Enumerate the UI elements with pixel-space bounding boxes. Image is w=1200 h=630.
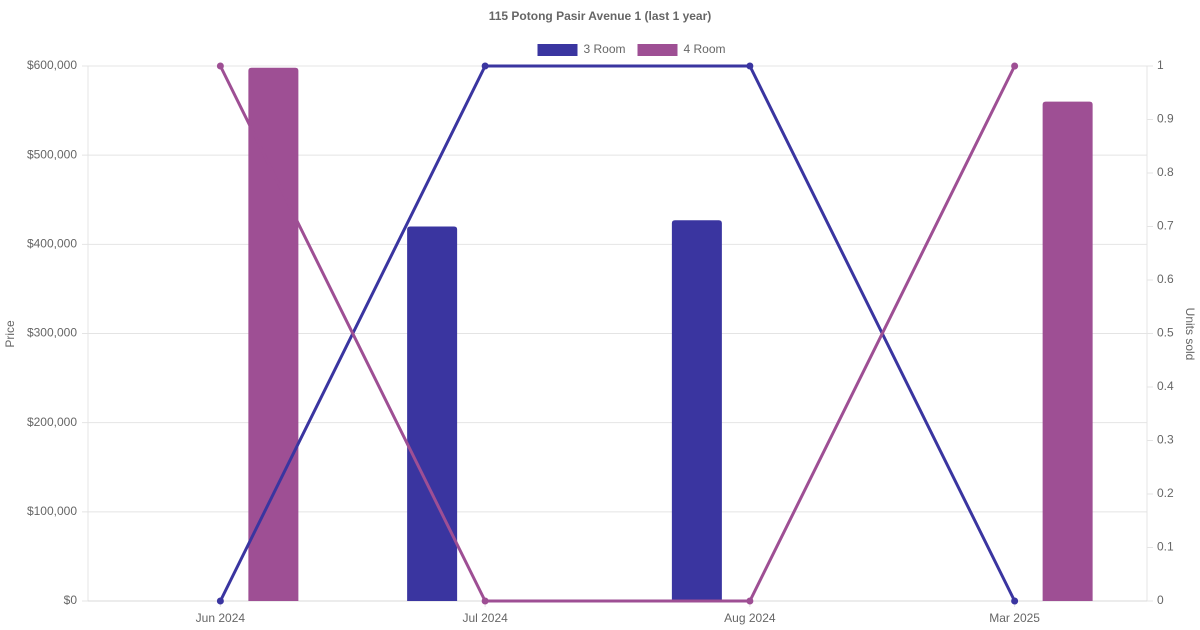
y-tick-label: $300,000: [27, 326, 77, 340]
y-tick-label: $200,000: [27, 415, 77, 429]
line-point: [746, 62, 754, 70]
y2-tick-label: 0.9: [1157, 112, 1174, 126]
line-point: [216, 62, 224, 70]
line-point: [746, 597, 754, 605]
chart-title: 115 Potong Pasir Avenue 1 (last 1 year): [489, 9, 712, 23]
line: [219, 65, 1016, 603]
line-point: [1011, 597, 1019, 605]
line-point: [216, 597, 224, 605]
y-tick-label: $0: [64, 593, 78, 607]
bar: [407, 226, 458, 601]
x-tick-label: Jul 2024: [462, 611, 508, 625]
y2-tick-label: 0.2: [1157, 486, 1174, 500]
bar: [248, 67, 299, 602]
legend-swatch: [537, 44, 578, 56]
y2-tick-label: 0.8: [1157, 165, 1174, 179]
y2-tick-label: 1: [1157, 58, 1164, 72]
legend-label: 4 Room: [684, 42, 726, 56]
y2-tick-label: 0.5: [1157, 326, 1174, 340]
y-tick-label: $500,000: [27, 147, 77, 161]
y-tick-label: $400,000: [27, 237, 77, 251]
y2-tick-label: 0.1: [1157, 540, 1174, 554]
y2-axis-label: Units sold: [1183, 308, 1197, 361]
line-point: [1011, 62, 1019, 70]
x-tick-label: Mar 2025: [989, 611, 1040, 625]
y-axis-label: Price: [3, 320, 17, 348]
y2-tick-label: 0: [1157, 593, 1164, 607]
y2-tick-label: 0.3: [1157, 433, 1174, 447]
y2-tick-label: 0.7: [1157, 219, 1174, 233]
y2-tick-label: 0.6: [1157, 272, 1174, 286]
y-tick-label: $600,000: [27, 58, 77, 72]
bar: [671, 220, 722, 601]
legend-swatch: [637, 44, 678, 56]
y-tick-label: $100,000: [27, 504, 77, 518]
bar: [1042, 101, 1093, 602]
x-tick-label: Jun 2024: [196, 611, 246, 625]
legend-label: 3 Room: [584, 42, 626, 56]
line-point: [481, 597, 489, 605]
x-tick-label: Aug 2024: [724, 611, 776, 625]
line-point: [481, 62, 489, 70]
y2-tick-label: 0.4: [1157, 379, 1174, 393]
